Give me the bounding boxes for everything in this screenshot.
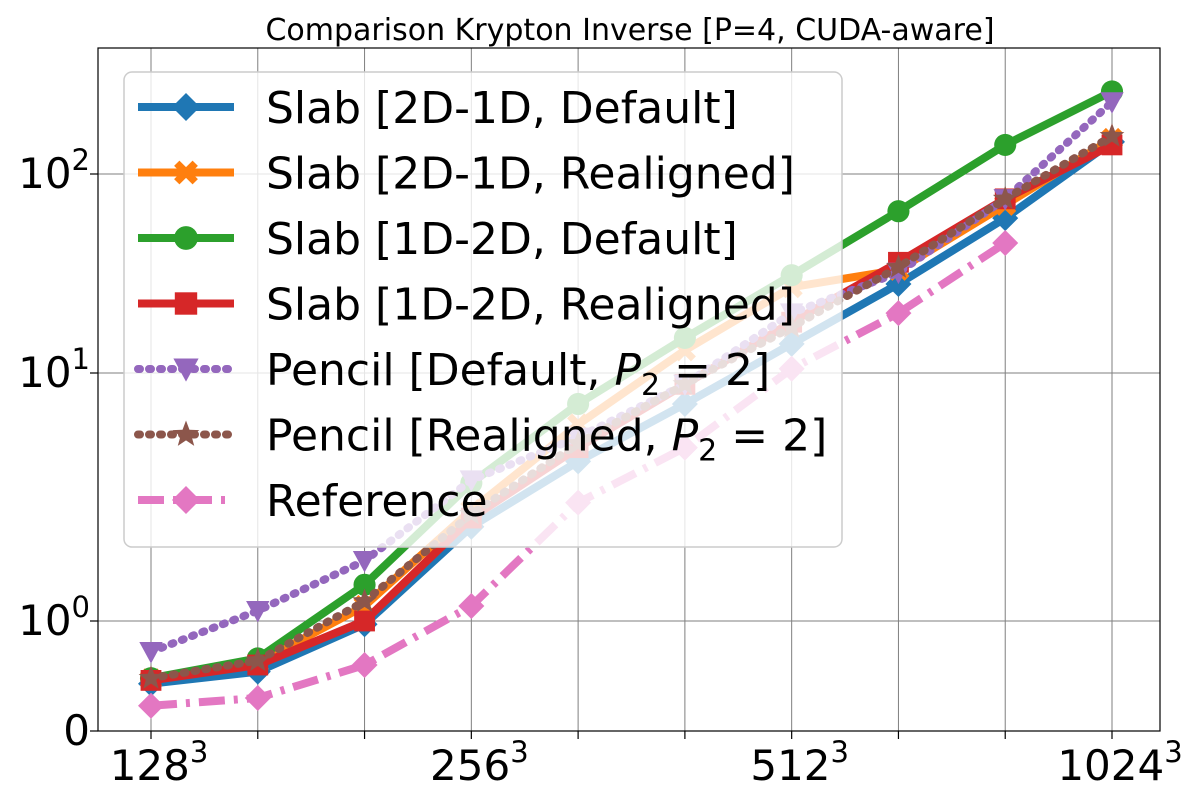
legend-item: Slab [2D-1D, Default]: [138, 83, 738, 134]
data-point: [994, 133, 1017, 156]
x-tick-label: 10243: [1057, 735, 1182, 790]
y-tick-label: 102: [18, 143, 90, 198]
y-tick-label: 0: [63, 706, 90, 755]
legend-label: Pencil [Default, P2 = 2]: [266, 345, 770, 403]
data-point: [246, 600, 270, 623]
legend-label: Slab [1D-2D, Default]: [266, 214, 738, 265]
legend-label: Slab [2D-1D, Realigned]: [266, 149, 795, 200]
legend-marker: [172, 420, 200, 446]
legend-item: Slab [2D-1D, Realigned]: [138, 149, 795, 200]
legend-marker: [174, 160, 198, 185]
data-point: [886, 254, 911, 278]
legend-marker: [174, 226, 198, 250]
legend: Slab [2D-1D, Default] Slab [2D-1D, Realig…: [123, 71, 843, 548]
data-point: [138, 692, 164, 719]
data-point: [1100, 92, 1124, 114]
x-tick-label: 2563: [430, 735, 529, 790]
legend-marker: [172, 486, 200, 514]
data-point: [353, 573, 376, 596]
x-tick-label: 5123: [750, 735, 849, 790]
data-point: [352, 550, 377, 573]
legend-label: Slab [2D-1D, Default]: [266, 83, 738, 134]
data-point: [245, 647, 271, 672]
data-point: [244, 685, 271, 711]
legend-item: Pencil [Default, P2 = 2]: [134, 345, 770, 403]
legend-box: [123, 71, 843, 548]
axes: 0 100 101 102 1283 2563 5123 10243: [18, 143, 1183, 790]
data-point: [139, 642, 163, 664]
legend-marker: [174, 292, 198, 315]
y-tick-label: 100: [18, 590, 90, 645]
data-point: [887, 200, 910, 223]
legend-item: Reference: [138, 476, 488, 527]
plot-frame: [97, 47, 1161, 732]
legend-marker: [173, 358, 199, 382]
data-point: [992, 230, 1019, 257]
data-point: [1099, 123, 1125, 147]
legend-label: Pencil [Realigned, P2 = 2]: [266, 411, 827, 469]
legend-label: Slab [1D-2D, Realigned]: [266, 280, 795, 331]
y-tick-label: 101: [18, 342, 90, 397]
legend-item: Slab [1D-2D, Default]: [138, 214, 738, 265]
legend-item: Pencil [Realigned, P2 = 2]: [134, 411, 827, 469]
data-point: [352, 588, 377, 612]
data-point: [351, 652, 378, 678]
data-point: [885, 300, 912, 327]
legend-marker: [172, 93, 200, 121]
data-point: [458, 592, 485, 619]
data-point: [354, 610, 375, 632]
x-tick-label: 1283: [110, 735, 209, 790]
legend-label: Reference: [266, 476, 488, 527]
chart-title: Comparison Krypton Inverse [P=4, CUDA-aw…: [265, 13, 994, 48]
legend-item: Slab [1D-2D, Realigned]: [138, 280, 795, 331]
data-point: [138, 665, 164, 689]
data-point: [992, 185, 1018, 210]
